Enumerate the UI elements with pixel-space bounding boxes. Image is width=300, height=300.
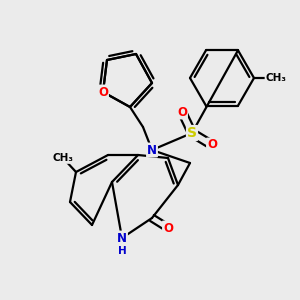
Text: O: O <box>207 139 217 152</box>
Text: CH₃: CH₃ <box>266 73 286 83</box>
Text: N: N <box>147 143 157 157</box>
Text: H: H <box>118 246 126 256</box>
Text: N: N <box>117 232 127 244</box>
Text: O: O <box>163 221 173 235</box>
Text: S: S <box>187 126 197 140</box>
Text: O: O <box>98 85 108 98</box>
Text: O: O <box>177 106 187 118</box>
Text: CH₃: CH₃ <box>52 153 74 163</box>
